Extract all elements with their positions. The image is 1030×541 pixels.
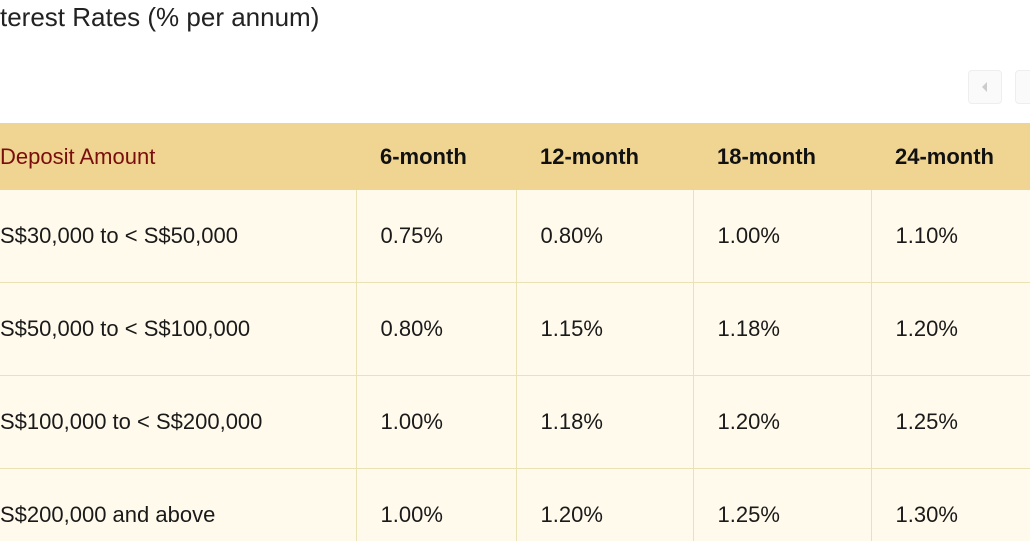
column-header: Deposit Amount [0,123,356,190]
rate-cell: 0.80% [355,282,516,376]
column-header: 6-month [356,123,516,190]
table-row: S$30,000 to < S$50,000 0.75% 0.80% 1.00% 1.1… [0,190,1030,283]
rate-cell: 1.00% [692,190,871,283]
rates-table: Deposit Amount 6-month 12-month 18-month 24-… [0,123,1030,541]
rate-cell: 1.30% [870,468,1030,541]
rate-cell: 1.18% [692,282,871,376]
table-row: S$100,000 to < S$200,000 1.00% 1.18% 1.20% 1… [0,375,1030,469]
table-row: S$200,000 and above 1.00% 1.20% 1.25% 1.30% [0,468,1030,541]
rate-cell: 1.10% [870,190,1030,283]
deposit-amount: S$50,000 to < S$100,000 [0,282,356,376]
rate-cell: 1.20% [692,375,871,469]
rate-cell: 0.80% [515,190,693,283]
rate-cell: 1.18% [515,375,693,469]
column-header: 18-month [693,123,871,190]
deposit-amount: S$30,000 to < S$50,000 [0,190,356,283]
table-body: S$30,000 to < S$50,000 0.75% 0.80% 1.00% 1.1… [0,190,1030,541]
rate-cell: 1.15% [515,282,693,376]
table-row: S$50,000 to < S$100,000 0.80% 1.15% 1.18% 1.… [0,282,1030,376]
page-title: terest Rates (% per annum) [0,2,320,32]
prev-icon [982,82,987,92]
column-header: 24-month [871,123,1030,190]
rate-cell: 1.20% [870,282,1030,376]
deposit-amount: S$200,000 and above [0,468,356,541]
rate-cell: 1.25% [692,468,871,541]
rate-cell: 1.00% [355,375,516,469]
prev-button[interactable] [968,70,1002,104]
rate-cell: 1.25% [870,375,1030,469]
next-button[interactable] [1015,70,1030,104]
rate-cell: 1.00% [355,468,516,541]
rate-cell: 0.75% [355,190,516,283]
rate-cell: 1.20% [515,468,693,541]
header-row: Deposit Amount 6-month 12-month 18-month 24-… [0,123,1030,190]
deposit-amount: S$100,000 to < S$200,000 [0,375,356,469]
column-header: 12-month [516,123,693,190]
